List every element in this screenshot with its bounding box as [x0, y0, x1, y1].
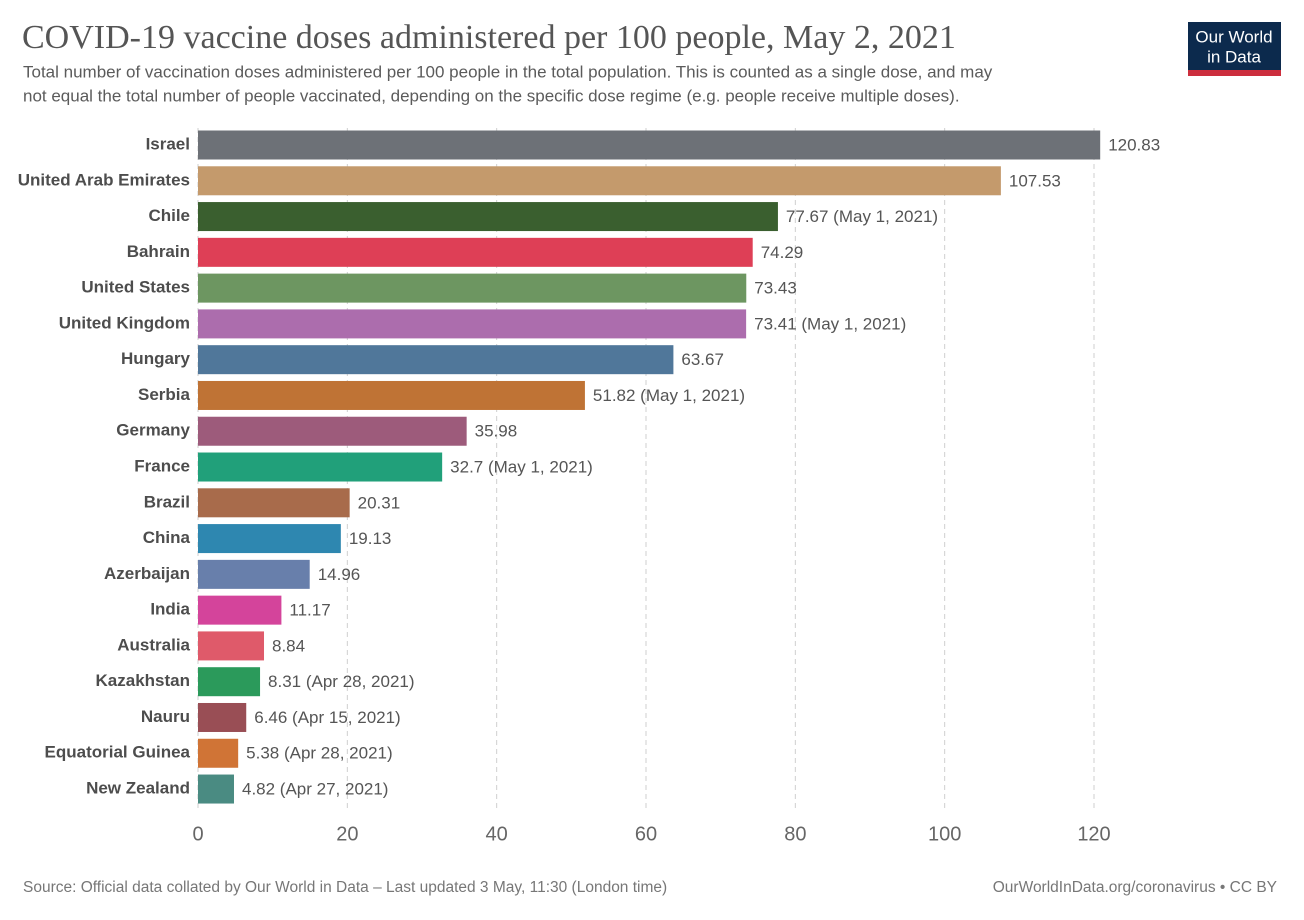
subtitle: not equal the total number of people vac…: [23, 86, 960, 105]
category-label: Azerbaijan: [104, 564, 190, 583]
category-label: Hungary: [121, 349, 191, 368]
bar: [198, 452, 443, 482]
x-tick-label: 20: [336, 823, 358, 845]
category-label: India: [150, 600, 190, 619]
bar: [198, 166, 1001, 196]
bar: [198, 202, 778, 232]
x-tick-label: 60: [635, 823, 657, 845]
value-label: 8.84: [272, 636, 305, 655]
bar: [198, 774, 234, 804]
value-label: 51.82 (May 1, 2021): [593, 386, 745, 405]
logo-text: Our World: [1195, 27, 1272, 46]
x-tick-label: 40: [486, 823, 508, 845]
value-label: 32.7 (May 1, 2021): [450, 458, 593, 477]
category-label: Australia: [117, 635, 190, 654]
bar: [198, 380, 585, 410]
category-label: Brazil: [144, 492, 190, 511]
category-label: Germany: [116, 421, 190, 440]
bar: [198, 559, 310, 589]
category-label: United States: [81, 278, 190, 297]
value-label: 8.31 (Apr 28, 2021): [268, 672, 414, 691]
logo-box: [1188, 22, 1281, 76]
x-tick-label: 80: [784, 823, 806, 845]
chart-title: COVID-19 vaccine doses administered per …: [22, 19, 956, 56]
x-tick-label: 100: [928, 823, 961, 845]
value-label: 35.98: [475, 422, 518, 441]
bar: [198, 631, 265, 661]
bar: [198, 273, 747, 303]
bar: [198, 738, 239, 768]
subtitle: Total number of vaccination doses admini…: [23, 62, 993, 81]
value-label: 19.13: [349, 529, 392, 548]
value-label: 4.82 (Apr 27, 2021): [242, 780, 388, 799]
category-label: Kazakhstan: [96, 671, 190, 690]
value-label: 120.83: [1108, 135, 1160, 154]
source: Source: Official data collated by Our Wo…: [23, 879, 667, 896]
category-label: Equatorial Guinea: [45, 743, 191, 762]
category-label: Chile: [148, 206, 190, 225]
bar: [198, 524, 341, 554]
category-label: France: [134, 457, 190, 476]
value-label: 63.67: [681, 350, 724, 369]
bar: [198, 595, 282, 625]
category-label: China: [143, 528, 191, 547]
logo-strip: [1188, 70, 1281, 76]
category-label: Nauru: [141, 707, 190, 726]
x-tick-label: 120: [1077, 823, 1110, 845]
credit[interactable]: OurWorldInData.org/coronavirus • CC BY: [993, 879, 1277, 896]
category-label: United Kingdom: [59, 313, 190, 332]
value-label: 107.53: [1009, 171, 1061, 190]
logo-text: in Data: [1207, 47, 1261, 66]
bar: [198, 309, 747, 339]
bar: [198, 237, 753, 267]
category-label: New Zealand: [86, 779, 190, 798]
value-label: 5.38 (Apr 28, 2021): [246, 744, 392, 763]
value-label: 73.43: [754, 279, 797, 298]
category-label: United Arab Emirates: [18, 170, 190, 189]
value-label: 20.31: [358, 493, 401, 512]
x-tick-label: 0: [192, 823, 203, 845]
value-label: 14.96: [318, 565, 361, 584]
value-label: 74.29: [761, 243, 804, 262]
bar: [198, 416, 467, 446]
category-label: Serbia: [138, 385, 191, 404]
logo[interactable]: Our World in Data: [1188, 22, 1281, 76]
category-label: Israel: [146, 134, 190, 153]
bar: [198, 130, 1101, 160]
bar: [198, 702, 247, 732]
bar: [198, 345, 674, 375]
value-label: 77.67 (May 1, 2021): [786, 207, 938, 226]
value-label: 6.46 (Apr 15, 2021): [254, 708, 400, 727]
category-label: Bahrain: [127, 242, 190, 261]
value-label: 73.41 (May 1, 2021): [754, 314, 906, 333]
bar: [198, 667, 261, 697]
value-label: 11.17: [289, 601, 330, 620]
bar: [198, 488, 350, 518]
